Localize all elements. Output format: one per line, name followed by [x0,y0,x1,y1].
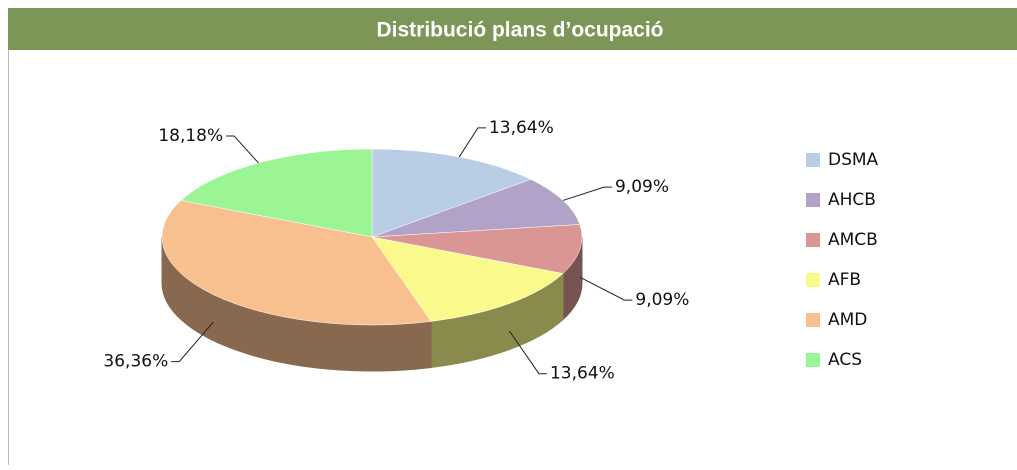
leader-line [562,186,612,201]
title-bar [8,8,1017,50]
leader-line [458,127,486,158]
legend-label: DSMA [828,150,879,170]
pie-slice [371,236,564,322]
pie-slice [371,148,532,238]
legend-swatch [806,153,820,167]
data-label: 9,09% [615,177,669,197]
leader-line [579,276,633,301]
leader-line [226,135,259,164]
legend-label: AMCB [828,230,878,250]
legend-swatch [806,233,820,247]
data-label: 18,18% [158,126,223,146]
data-label: 9,09% [635,290,689,310]
legend-swatch [806,193,820,207]
legend-label: AFB [828,270,861,290]
chart-title: Distribució plans d’ocupació [376,19,663,42]
legend-swatch [806,313,820,327]
legend-label: AHCB [828,190,876,210]
pie-slice [161,200,432,326]
legend-label: AMD [828,310,867,330]
legend-swatch [806,273,820,287]
legend-label: ACS [828,350,862,370]
legend-swatch [806,353,820,367]
data-label: 13,64% [550,364,615,384]
leader-line [509,330,547,375]
data-label: 36,36% [103,352,168,372]
data-label: 13,64% [489,118,554,138]
pie-slice [371,224,583,274]
leader-line [171,321,214,363]
